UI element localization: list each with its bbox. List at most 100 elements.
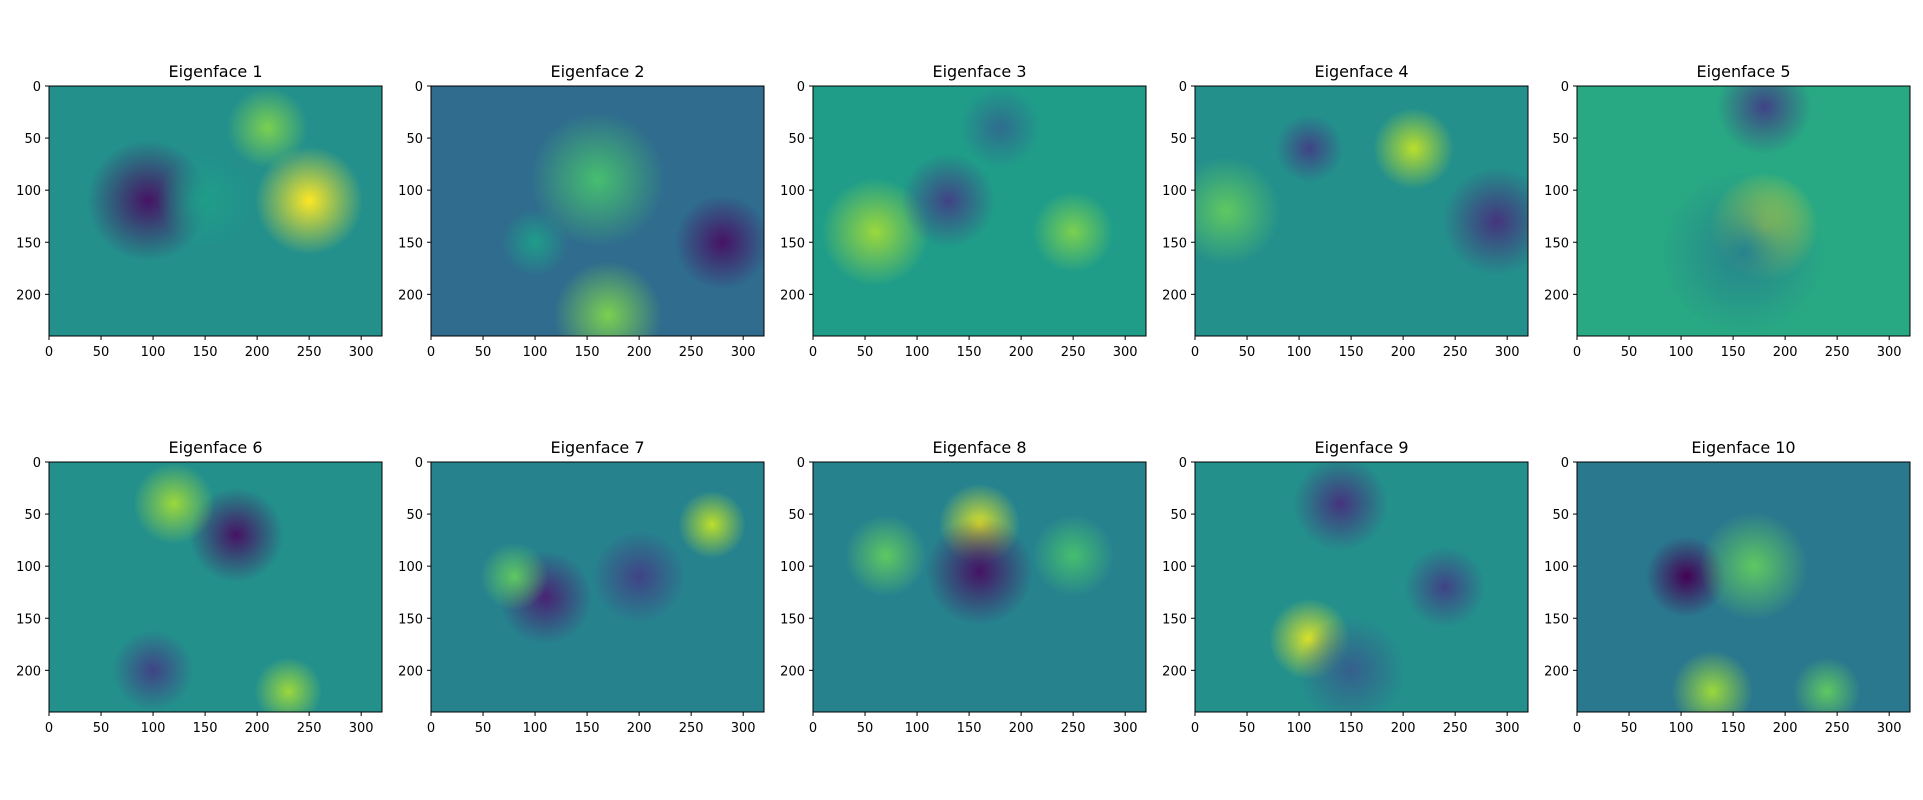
y-tick-label: 150 <box>1544 612 1569 627</box>
x-tick-label: 300 <box>1495 721 1520 736</box>
x-tick-label: 200 <box>1773 721 1798 736</box>
panel-title: Eigenface 2 <box>550 62 644 81</box>
x-tick-label: 150 <box>575 345 600 360</box>
y-tick-label: 100 <box>780 560 805 575</box>
heatmap-region <box>1032 515 1114 597</box>
x-tick-label: 0 <box>809 721 817 736</box>
eigenface-panel: Eigenface 7 0 50 100 150 200 250 300 0 50 100 150 20… <box>398 438 765 736</box>
heatmap-image <box>1195 462 1528 712</box>
y-tick-label: 50 <box>1170 508 1187 523</box>
heatmap-region <box>112 629 194 711</box>
heatmap-region <box>553 261 663 336</box>
heatmap-image <box>431 462 764 712</box>
y-tick-label: 0 <box>797 80 805 95</box>
x-tick-label: 50 <box>93 721 110 736</box>
x-tick-label: 0 <box>1573 721 1581 736</box>
x-tick-label: 100 <box>1287 721 1312 736</box>
heatmap-image <box>49 462 382 712</box>
panel-title: Eigenface 3 <box>932 62 1026 81</box>
heatmap-region <box>1662 171 1825 334</box>
x-tick-label: 0 <box>427 345 435 360</box>
panel-title: Eigenface 7 <box>550 438 644 457</box>
x-tick-label: 0 <box>809 345 817 360</box>
y-tick-label: 0 <box>797 456 805 471</box>
eigenface-panel: Eigenface 10 0 50 100 150 200 250 300 0 50 100 150 2… <box>1544 438 1911 736</box>
x-tick-label: 300 <box>349 721 374 736</box>
x-tick-label: 250 <box>1825 721 1850 736</box>
heatmap-region <box>1716 86 1812 155</box>
eigenface-panel: Eigenface 1 0 50 100 150 200 250 300 0 50 100 150 20… <box>16 62 383 360</box>
x-tick-label: 50 <box>475 345 492 360</box>
x-tick-label: 200 <box>627 721 652 736</box>
axes-frame <box>1194 461 1529 713</box>
x-tick-label: 300 <box>1113 721 1138 736</box>
panel-title: Eigenface 10 <box>1691 438 1795 457</box>
heatmap-image <box>49 86 382 336</box>
y-tick-label: 200 <box>398 288 423 303</box>
eigenface-panel: Eigenface 8 0 50 100 150 200 250 300 0 50 100 150 20… <box>780 438 1147 736</box>
x-tick-label: 0 <box>45 721 53 736</box>
x-tick-label: 250 <box>1061 345 1086 360</box>
x-tick-label: 250 <box>297 721 322 736</box>
heatmap-image <box>1577 462 1910 712</box>
x-tick-label: 0 <box>1191 345 1199 360</box>
heatmap-region <box>1792 657 1861 712</box>
x-tick-label: 250 <box>679 345 704 360</box>
heatmap-region <box>254 657 323 712</box>
y-tick-label: 50 <box>788 508 805 523</box>
x-tick-label: 100 <box>141 345 166 360</box>
x-tick-label: 50 <box>1239 721 1256 736</box>
heatmap-image <box>1577 86 1910 336</box>
y-tick-label: 100 <box>16 560 41 575</box>
y-tick-label: 50 <box>788 132 805 147</box>
heatmap-region <box>1293 462 1389 552</box>
x-tick-label: 300 <box>1877 345 1902 360</box>
y-tick-label: 100 <box>1544 560 1569 575</box>
x-tick-label: 300 <box>731 345 756 360</box>
x-tick-label: 250 <box>1825 345 1850 360</box>
y-tick-label: 150 <box>16 236 41 251</box>
x-tick-label: 250 <box>679 721 704 736</box>
x-tick-label: 50 <box>93 345 110 360</box>
x-tick-label: 250 <box>297 345 322 360</box>
y-tick-label: 200 <box>16 288 41 303</box>
x-tick-label: 150 <box>193 345 218 360</box>
heatmap-region <box>1671 650 1753 712</box>
heatmap-region <box>959 87 1041 169</box>
x-tick-label: 0 <box>1573 345 1581 360</box>
heatmap-region <box>1296 616 1406 712</box>
heatmap-region <box>1372 107 1455 190</box>
heatmap-region <box>925 517 1034 626</box>
y-tick-label: 200 <box>1162 288 1187 303</box>
x-tick-label: 300 <box>1877 721 1902 736</box>
x-tick-label: 150 <box>957 345 982 360</box>
x-tick-label: 50 <box>475 721 492 736</box>
panel-title: Eigenface 4 <box>1314 62 1408 81</box>
y-tick-label: 200 <box>16 664 41 679</box>
x-tick-label: 150 <box>1721 345 1746 360</box>
y-tick-label: 0 <box>33 456 41 471</box>
heatmap-region <box>226 87 309 169</box>
x-tick-label: 50 <box>1239 345 1256 360</box>
x-tick-label: 200 <box>1391 721 1416 736</box>
y-tick-label: 200 <box>780 288 805 303</box>
axes-frame <box>812 461 1147 713</box>
x-tick-label: 50 <box>1621 721 1638 736</box>
axes-frame <box>1576 461 1911 713</box>
x-tick-label: 100 <box>1669 345 1694 360</box>
y-tick-label: 0 <box>1179 80 1187 95</box>
x-tick-label: 250 <box>1443 345 1468 360</box>
x-tick-label: 150 <box>193 721 218 736</box>
y-tick-label: 200 <box>398 664 423 679</box>
heatmap-region <box>157 153 253 248</box>
x-tick-label: 250 <box>1061 721 1086 736</box>
y-tick-label: 200 <box>1544 664 1569 679</box>
x-tick-label: 0 <box>427 721 435 736</box>
axes-frame <box>430 85 765 337</box>
heatmap-region <box>1442 167 1528 276</box>
eigenface-panel: Eigenface 3 0 50 100 150 200 250 300 0 50 100 150 20… <box>780 62 1147 360</box>
y-tick-label: 150 <box>398 612 423 627</box>
heatmap-region <box>1275 114 1344 183</box>
heatmap-region <box>900 153 996 248</box>
x-tick-label: 100 <box>141 721 166 736</box>
